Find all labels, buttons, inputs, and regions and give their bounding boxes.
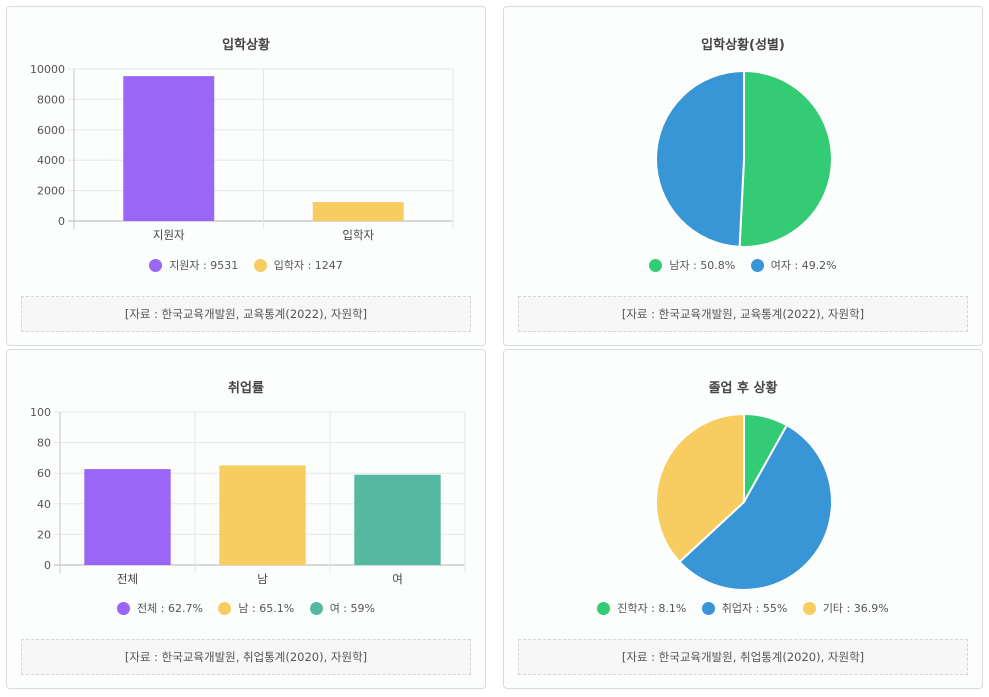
legend-label-male: 남자 : 50.8% — [669, 259, 736, 272]
after-graduation-chart-title: 졸업 후 상황 — [708, 381, 778, 396]
legend-swatch-men — [218, 601, 232, 615]
x-tick-label: 입학자 — [342, 228, 374, 242]
legend-item-female[interactable]: 여자 : 49.2% — [750, 257, 837, 273]
y-tick-label: 60 — [37, 467, 51, 480]
legend-swatch-female — [750, 258, 764, 272]
y-tick-label: 0 — [44, 559, 51, 572]
gender-chart-title: 입학상황(성별) — [701, 38, 785, 53]
after-graduation-legend: 진학자 : 8.1% 취업자 : 55% 기타 : 36.9% — [504, 600, 982, 616]
admission-legend: 지원자 : 9531 입학자 : 1247 — [7, 257, 485, 273]
legend-label-other: 기타 : 36.9% — [822, 602, 889, 615]
legend-swatch-women — [309, 601, 323, 615]
after-graduation-source: [자료 : 한국교육개발원, 취업통계(2020), 자원학] — [518, 639, 968, 675]
legend-swatch-employed — [701, 601, 715, 615]
y-tick-label: 10000 — [30, 63, 65, 76]
legend-swatch-total — [117, 601, 131, 615]
pie-slice-남자 — [738, 69, 833, 248]
after-graduation-pie-chart — [655, 412, 833, 591]
y-tick-label: 6000 — [37, 124, 65, 137]
gender-pie-chart — [655, 69, 833, 248]
legend-item-applicants[interactable]: 지원자 : 9531 — [149, 257, 238, 273]
employment-bar-chart: 0 20 40 60 80 100 전체 남 여 — [30, 406, 466, 586]
bar-지원자 — [123, 76, 215, 221]
y-tick-label: 20 — [37, 528, 51, 541]
employment-source: [자료 : 한국교육개발원, 취업통계(2020), 자원학] — [21, 639, 471, 675]
legend-swatch-admitted — [253, 258, 267, 272]
bar-여 — [354, 474, 441, 565]
legend-item-women[interactable]: 여 : 59% — [309, 600, 375, 616]
bar-남 — [219, 465, 306, 565]
x-tick-label: 남 — [257, 572, 268, 586]
y-tick-label: 8000 — [37, 93, 65, 106]
y-tick-label: 100 — [30, 406, 51, 419]
legend-label-further-study: 진학자 : 8.1% — [617, 602, 687, 615]
y-tick-label: 40 — [37, 498, 51, 511]
gender-source: [자료 : 한국교육개발원, 교육통계(2022), 자원학] — [518, 296, 968, 332]
x-tick-label: 전체 — [117, 572, 138, 586]
y-tick-label: 0 — [58, 215, 65, 228]
admission-source: [자료 : 한국교육개발원, 교육통계(2022), 자원학] — [21, 296, 471, 332]
pie-slice-취업자 — [678, 423, 833, 591]
y-tick-label: 2000 — [37, 185, 65, 198]
legend-label-women: 여 : 59% — [329, 602, 375, 615]
employment-card: 취업률 0 20 40 60 80 100 전체 남 여 전체 : 62.7% 남 : 65.1… — [6, 349, 486, 689]
legend-item-further-study[interactable]: 진학자 : 8.1% — [597, 600, 686, 616]
x-tick-label: 여 — [392, 572, 403, 586]
after-graduation-card: 졸업 후 상황 진학자 : 8.1% 취업자 : 55% 기타 : 36.9% … — [503, 349, 983, 689]
legend-label-total: 전체 : 62.7% — [137, 602, 203, 615]
legend-swatch-other — [802, 601, 816, 615]
legend-label-applicants: 지원자 : 9531 — [169, 259, 239, 272]
bar-전체 — [84, 469, 171, 565]
y-tick-label: 4000 — [37, 154, 65, 167]
y-tick-label: 80 — [37, 437, 51, 450]
legend-item-total[interactable]: 전체 : 62.7% — [117, 600, 203, 616]
legend-item-admitted[interactable]: 입학자 : 1247 — [253, 257, 343, 273]
legend-label-admitted: 입학자 : 1247 — [273, 259, 343, 272]
gender-legend: 남자 : 50.8% 여자 : 49.2% — [504, 257, 982, 273]
legend-swatch-applicants — [149, 258, 163, 272]
legend-item-employed[interactable]: 취업자 : 55% — [701, 600, 788, 616]
admission-chart-title: 입학상황 — [222, 38, 270, 53]
legend-item-men[interactable]: 남 : 65.1% — [218, 600, 294, 616]
legend-swatch-male — [649, 258, 663, 272]
pie-slice-여자 — [655, 69, 745, 248]
legend-label-employed: 취업자 : 55% — [721, 602, 788, 615]
pie-slice-기타 — [655, 412, 745, 564]
admission-bar-chart: 0 2000 4000 6000 8000 10000 지원자 입학자 — [30, 63, 454, 242]
legend-item-male[interactable]: 남자 : 50.8% — [649, 257, 735, 273]
bar-입학자 — [312, 202, 404, 221]
admission-card: 입학상황 0 2000 4000 6000 8000 10000 지원자 입학자 지원자 : … — [6, 6, 486, 346]
legend-label-female: 여자 : 49.2% — [770, 259, 837, 272]
legend-item-other[interactable]: 기타 : 36.9% — [802, 600, 889, 616]
employment-legend: 전체 : 62.7% 남 : 65.1% 여 : 59% — [7, 600, 485, 616]
x-tick-label: 지원자 — [153, 228, 185, 242]
gender-card: 입학상황(성별) 남자 : 50.8% 여자 : 49.2% [자료 : 한국교… — [503, 6, 983, 346]
employment-chart-title: 취업률 — [228, 381, 264, 396]
legend-swatch-further-study — [597, 601, 611, 615]
legend-label-men: 남 : 65.1% — [238, 602, 295, 615]
